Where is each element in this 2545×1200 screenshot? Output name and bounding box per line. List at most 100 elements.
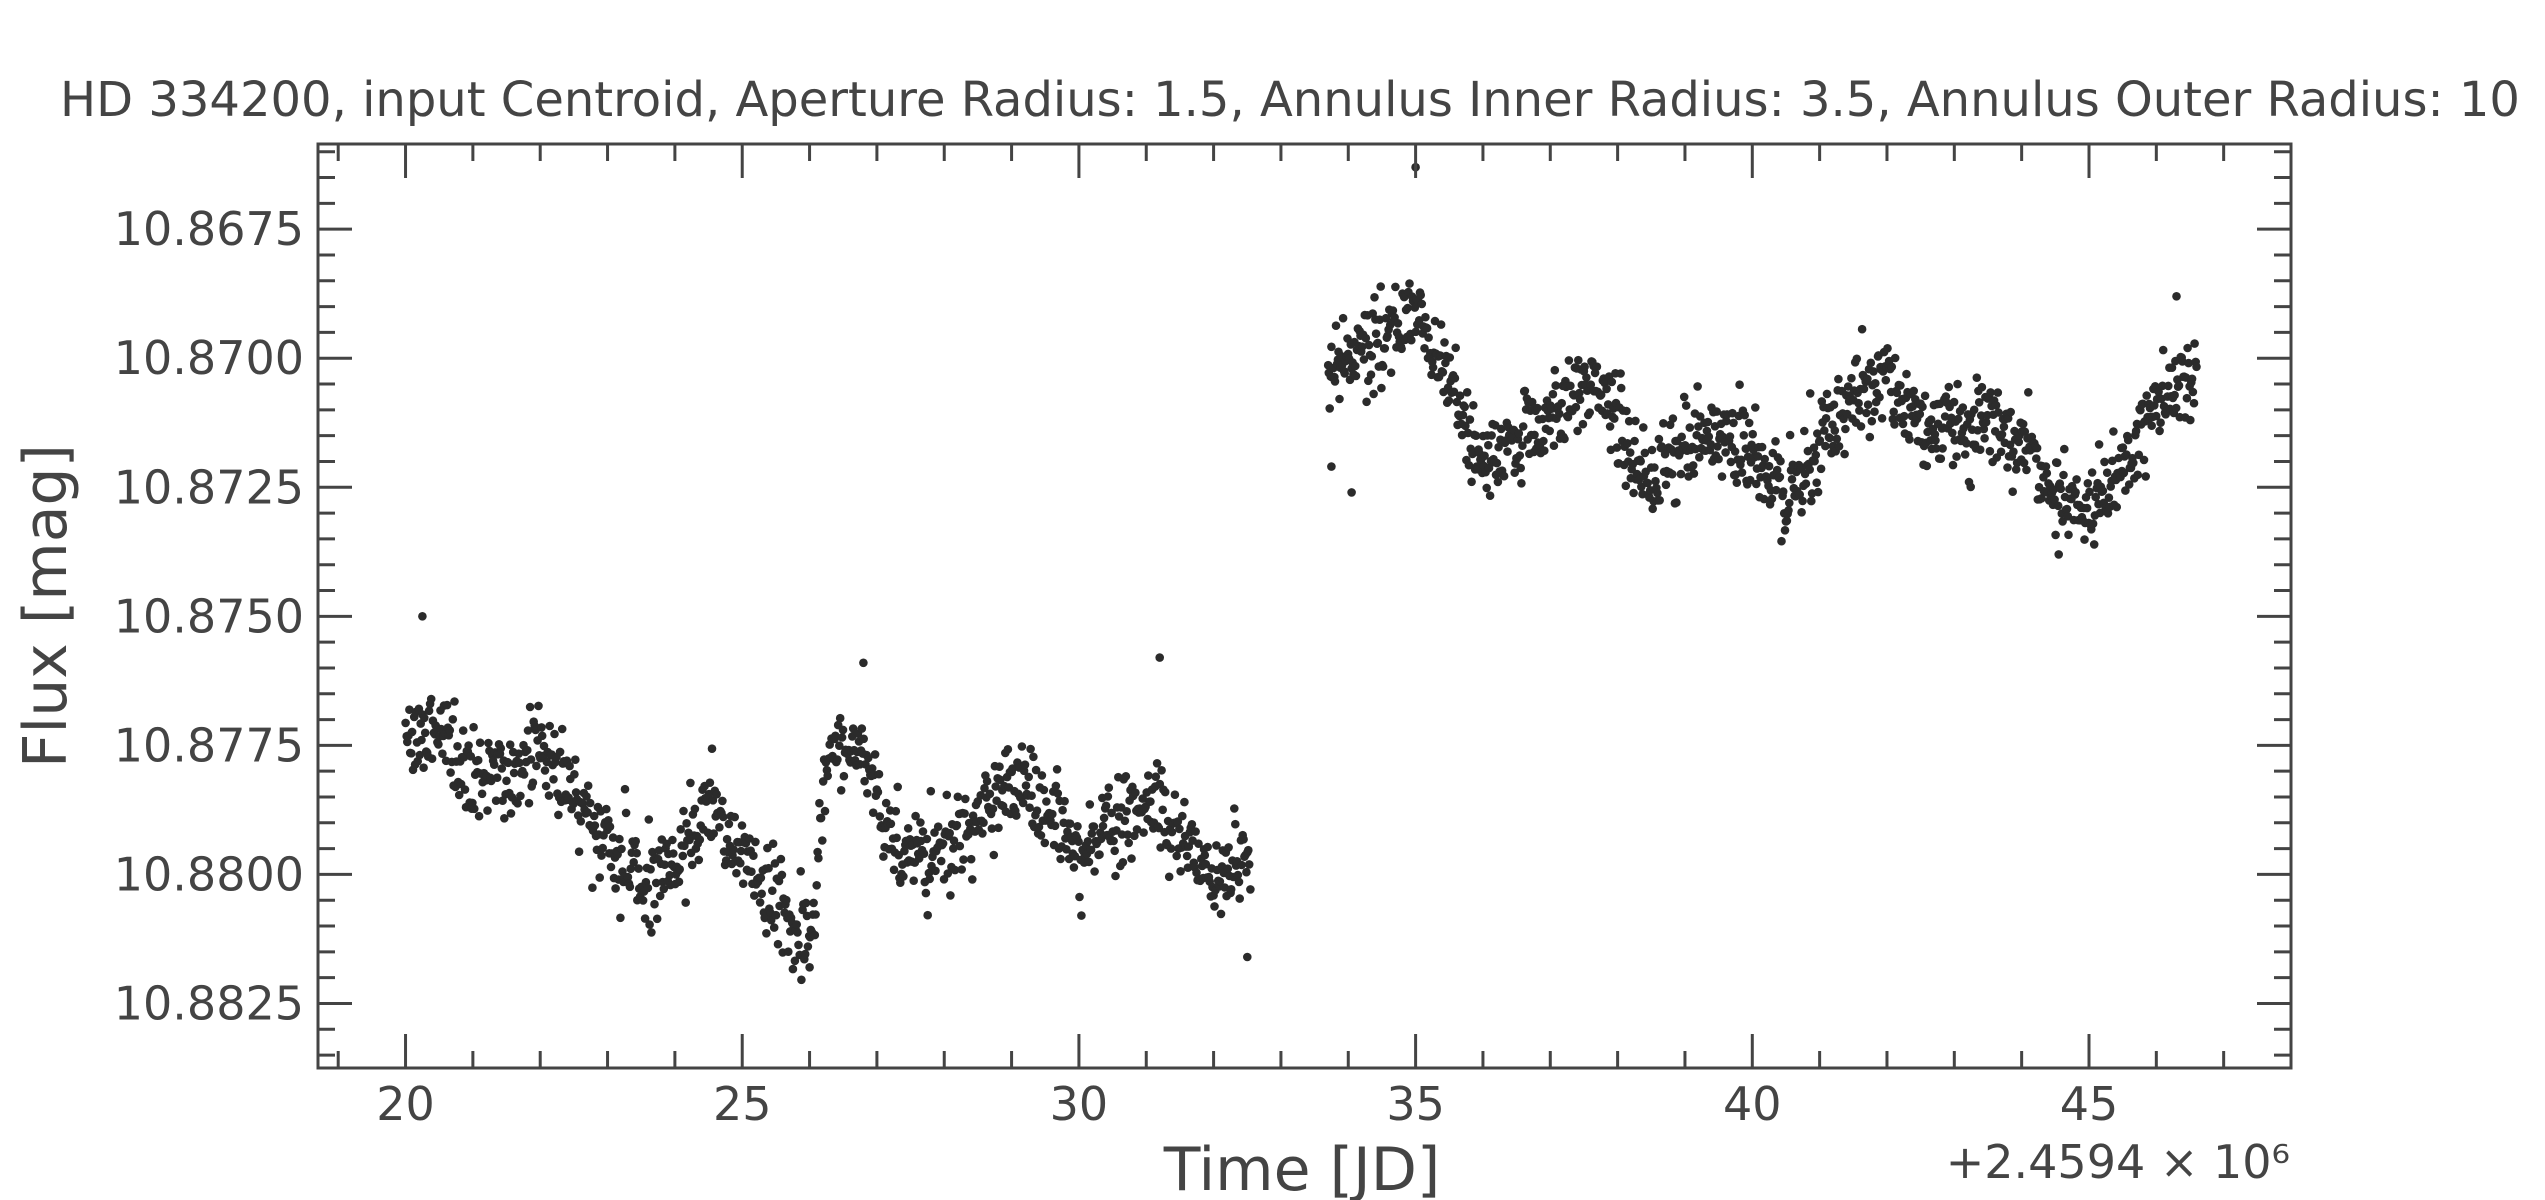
data-point <box>1764 461 1774 471</box>
data-point <box>1040 838 1050 848</box>
data-point <box>1714 454 1723 464</box>
data-point <box>943 869 953 878</box>
data-point <box>909 876 918 885</box>
data-point <box>1962 439 1971 448</box>
data-point <box>1111 871 1120 881</box>
data-point <box>623 872 633 882</box>
data-point <box>474 811 484 821</box>
data-point <box>1631 416 1640 426</box>
data-point <box>2020 427 2030 437</box>
data-point <box>1767 494 1777 504</box>
data-point <box>1052 765 1062 774</box>
data-point <box>1167 827 1177 837</box>
data-point <box>1540 446 1549 456</box>
data-point <box>1785 430 1795 440</box>
data-point <box>1815 436 1825 445</box>
data-point <box>949 836 959 845</box>
data-point <box>995 762 1004 771</box>
data-point <box>751 837 760 847</box>
data-point <box>453 742 462 751</box>
data-point <box>1717 472 1727 481</box>
data-point <box>646 865 655 874</box>
data-point <box>1237 860 1246 870</box>
data-point <box>1898 419 1908 429</box>
data-point <box>1357 342 1367 352</box>
data-point <box>1918 402 1927 412</box>
data-point <box>470 804 479 814</box>
data-point <box>797 975 806 985</box>
data-point <box>640 914 650 923</box>
data-point <box>492 773 502 782</box>
data-point <box>589 811 599 821</box>
data-point <box>454 790 464 800</box>
data-point <box>918 827 928 836</box>
data-point <box>709 829 718 838</box>
data-point <box>1899 411 1909 421</box>
data-point <box>916 818 925 827</box>
data-point <box>1422 323 1432 333</box>
data-point <box>1220 883 1229 892</box>
data-point <box>953 792 963 802</box>
data-point <box>2131 426 2141 436</box>
data-point <box>782 895 791 905</box>
data-point <box>1075 892 1084 902</box>
data-point <box>1977 382 1987 392</box>
data-point <box>1948 428 1957 438</box>
data-point <box>506 809 516 818</box>
data-point <box>863 789 872 798</box>
data-point <box>1110 846 1119 856</box>
data-point <box>1369 389 1378 399</box>
data-point <box>874 769 884 779</box>
data-point <box>814 853 823 863</box>
data-point <box>1152 759 1162 768</box>
data-point <box>1518 422 1528 431</box>
data-point <box>1503 447 1512 456</box>
data-point <box>2123 435 2133 445</box>
data-point <box>1636 457 1645 466</box>
data-point <box>1012 811 1021 820</box>
data-point <box>2094 440 2104 449</box>
data-point <box>1797 508 1806 517</box>
data-point <box>1854 398 1863 408</box>
data-point <box>1986 388 1995 397</box>
data-point <box>1121 772 1131 781</box>
data-point <box>1084 857 1094 867</box>
data-point <box>810 930 820 940</box>
data-point <box>509 768 519 778</box>
data-point <box>500 814 509 823</box>
data-point <box>764 863 773 873</box>
data-point <box>1180 797 1189 807</box>
data-point <box>2022 465 2031 475</box>
data-point <box>1380 344 1390 353</box>
data-point <box>1362 397 1371 407</box>
data-point <box>1485 491 1495 501</box>
data-point <box>2158 345 2168 355</box>
data-point <box>675 865 684 874</box>
data-point <box>401 718 410 728</box>
data-point <box>879 852 888 861</box>
data-point <box>2147 421 2156 431</box>
data-point <box>2142 391 2151 400</box>
data-point <box>532 761 541 771</box>
data-point <box>1557 398 1566 408</box>
data-point <box>2024 388 2033 397</box>
data-point <box>1335 394 1344 404</box>
data-point <box>1065 819 1075 828</box>
data-point <box>1677 432 1686 442</box>
data-point <box>1090 867 1099 876</box>
x-tick-label: 25 <box>713 1077 772 1131</box>
data-point <box>643 883 653 893</box>
data-point <box>1672 498 1681 507</box>
data-point <box>1231 819 1240 829</box>
data-point <box>1024 772 1033 782</box>
data-point <box>1158 805 1167 815</box>
data-point <box>1651 476 1660 486</box>
data-point <box>1566 381 1575 391</box>
data-point <box>1073 822 1082 831</box>
data-point <box>690 804 700 814</box>
data-point <box>420 728 430 738</box>
data-point <box>1050 821 1060 831</box>
data-point <box>1458 410 1468 420</box>
data-point <box>1361 333 1371 343</box>
data-point <box>893 782 902 792</box>
